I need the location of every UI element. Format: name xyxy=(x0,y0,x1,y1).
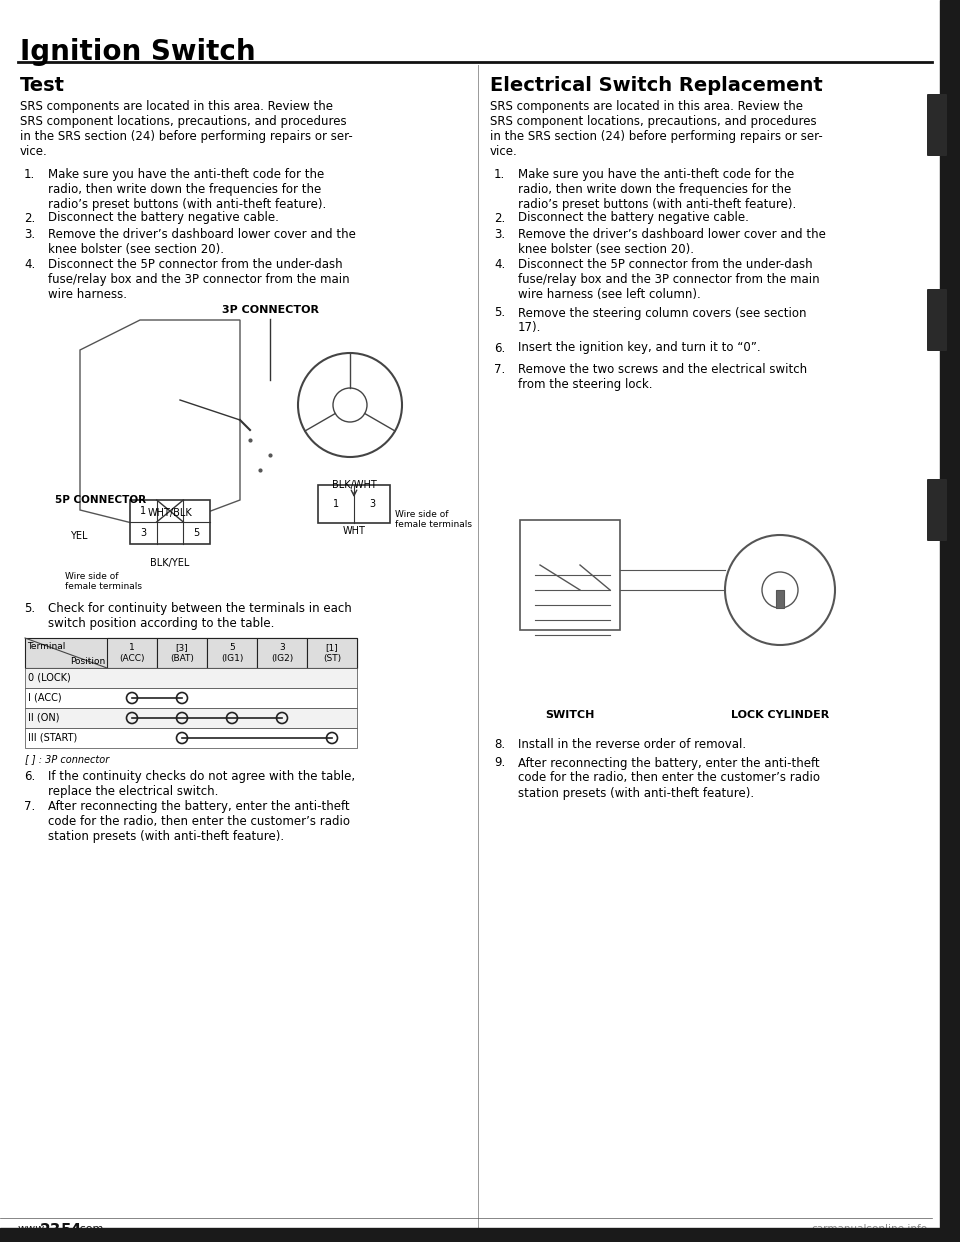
Text: SWITCH: SWITCH xyxy=(545,710,594,720)
Text: 1.: 1. xyxy=(494,168,505,181)
Text: Remove the driver’s dashboard lower cover and the
knee bolster (see section 20).: Remove the driver’s dashboard lower cove… xyxy=(518,229,826,256)
Text: Insert the ignition key, and turn it to “0”.: Insert the ignition key, and turn it to … xyxy=(518,342,760,354)
Text: www.: www. xyxy=(18,1225,48,1235)
Text: 8.: 8. xyxy=(494,738,505,751)
FancyBboxPatch shape xyxy=(927,289,947,351)
Text: Terminal: Terminal xyxy=(27,642,65,651)
Text: 23: 23 xyxy=(40,1223,61,1238)
Text: Remove the two screws and the electrical switch
from the steering lock.: Remove the two screws and the electrical… xyxy=(518,363,807,391)
Text: 5: 5 xyxy=(194,528,200,538)
Text: 1: 1 xyxy=(140,505,146,515)
Text: [ ] : 3P connector: [ ] : 3P connector xyxy=(25,754,109,764)
Bar xyxy=(0,1228,960,1242)
Text: -: - xyxy=(56,1225,60,1235)
Text: 3.: 3. xyxy=(24,229,36,241)
Text: 3P CONNECTOR: 3P CONNECTOR xyxy=(222,306,319,315)
Text: After reconnecting the battery, enter the anti-theft
code for the radio, then en: After reconnecting the battery, enter th… xyxy=(518,756,820,800)
Text: Disconnect the battery negative cable.: Disconnect the battery negative cable. xyxy=(518,211,749,225)
Bar xyxy=(25,708,357,728)
Text: WHT: WHT xyxy=(343,527,366,537)
Text: 4.: 4. xyxy=(24,258,36,271)
Bar xyxy=(25,668,357,688)
Text: 7.: 7. xyxy=(24,800,36,814)
Text: 5.: 5. xyxy=(24,602,36,615)
Text: SRS components are located in this area. Review the
SRS component locations, pre: SRS components are located in this area.… xyxy=(20,101,352,158)
Text: [1]
(ST): [1] (ST) xyxy=(323,643,341,663)
Text: 3.: 3. xyxy=(494,229,505,241)
Text: Position: Position xyxy=(70,657,105,666)
Text: 2.: 2. xyxy=(494,211,505,225)
Text: I (ACC): I (ACC) xyxy=(28,693,61,703)
Text: Install in the reverse order of removal.: Install in the reverse order of removal. xyxy=(518,738,746,751)
Text: 5P CONNECTOR: 5P CONNECTOR xyxy=(55,496,146,505)
Bar xyxy=(25,688,357,708)
FancyBboxPatch shape xyxy=(927,479,947,542)
Text: Make sure you have the anti-theft code for the
radio, then write down the freque: Make sure you have the anti-theft code f… xyxy=(48,168,326,211)
Text: 1.: 1. xyxy=(24,168,36,181)
Text: [3]
(BAT): [3] (BAT) xyxy=(170,643,194,663)
Text: 9.: 9. xyxy=(494,756,505,770)
Bar xyxy=(776,590,784,609)
Bar xyxy=(318,484,390,523)
FancyBboxPatch shape xyxy=(927,94,947,156)
Text: 6.: 6. xyxy=(494,342,505,354)
Text: 6.: 6. xyxy=(24,770,36,782)
Text: 54: 54 xyxy=(61,1223,83,1238)
Text: WHT/BLK: WHT/BLK xyxy=(148,508,192,518)
Text: carmanualsonline.info: carmanualsonline.info xyxy=(812,1225,928,1235)
Bar xyxy=(25,638,357,668)
Text: II (ON): II (ON) xyxy=(28,713,60,723)
Bar xyxy=(257,638,307,668)
Bar xyxy=(307,638,357,668)
Text: 7.: 7. xyxy=(494,363,505,376)
Text: 1
(ACC): 1 (ACC) xyxy=(119,643,145,663)
Text: Disconnect the 5P connector from the under-dash
fuse/relay box and the 3P connec: Disconnect the 5P connector from the und… xyxy=(518,258,820,301)
Text: Disconnect the battery negative cable.: Disconnect the battery negative cable. xyxy=(48,211,278,225)
Text: Remove the steering column covers (see section
17).: Remove the steering column covers (see s… xyxy=(518,307,806,334)
Text: Disconnect the 5P connector from the under-dash
fuse/relay box and the 3P connec: Disconnect the 5P connector from the und… xyxy=(48,258,349,301)
Text: Check for continuity between the terminals in each
switch position according to : Check for continuity between the termina… xyxy=(48,602,351,630)
Text: BLK/YEL: BLK/YEL xyxy=(151,558,190,568)
Text: 5
(IG1): 5 (IG1) xyxy=(221,643,243,663)
Text: 3: 3 xyxy=(369,499,375,509)
Text: Remove the driver’s dashboard lower cover and the
knee bolster (see section 20).: Remove the driver’s dashboard lower cove… xyxy=(48,229,356,256)
Text: LOCK CYLINDER: LOCK CYLINDER xyxy=(731,710,829,720)
Bar xyxy=(207,638,257,668)
Text: If the continuity checks do not agree with the table,
replace the electrical swi: If the continuity checks do not agree wi… xyxy=(48,770,355,799)
Text: Ignition Switch: Ignition Switch xyxy=(20,39,255,66)
Bar xyxy=(157,638,207,668)
Text: Test: Test xyxy=(20,76,65,94)
Text: 2.: 2. xyxy=(24,211,36,225)
Bar xyxy=(107,638,157,668)
Bar xyxy=(25,728,357,748)
Text: Wire side of
female terminals: Wire side of female terminals xyxy=(395,510,472,529)
Text: BLK/WHT: BLK/WHT xyxy=(331,479,376,491)
Text: After reconnecting the battery, enter the anti-theft
code for the radio, then en: After reconnecting the battery, enter th… xyxy=(48,800,350,843)
Text: 5.: 5. xyxy=(494,307,505,319)
Text: .com: .com xyxy=(77,1225,105,1235)
Text: III (START): III (START) xyxy=(28,733,77,743)
Text: YEL: YEL xyxy=(70,532,88,542)
Text: 3: 3 xyxy=(140,528,146,538)
Text: Make sure you have the anti-theft code for the
radio, then write down the freque: Make sure you have the anti-theft code f… xyxy=(518,168,796,211)
Text: SRS components are located in this area. Review the
SRS component locations, pre: SRS components are located in this area.… xyxy=(490,101,823,158)
Bar xyxy=(130,501,210,544)
Text: Wire side of
female terminals: Wire side of female terminals xyxy=(65,573,142,591)
Text: 0 (LOCK): 0 (LOCK) xyxy=(28,673,71,683)
Text: 1: 1 xyxy=(333,499,339,509)
Bar xyxy=(940,0,960,1242)
Text: 3
(IG2): 3 (IG2) xyxy=(271,643,293,663)
Text: Electrical Switch Replacement: Electrical Switch Replacement xyxy=(490,76,823,94)
Text: 4.: 4. xyxy=(494,258,505,271)
